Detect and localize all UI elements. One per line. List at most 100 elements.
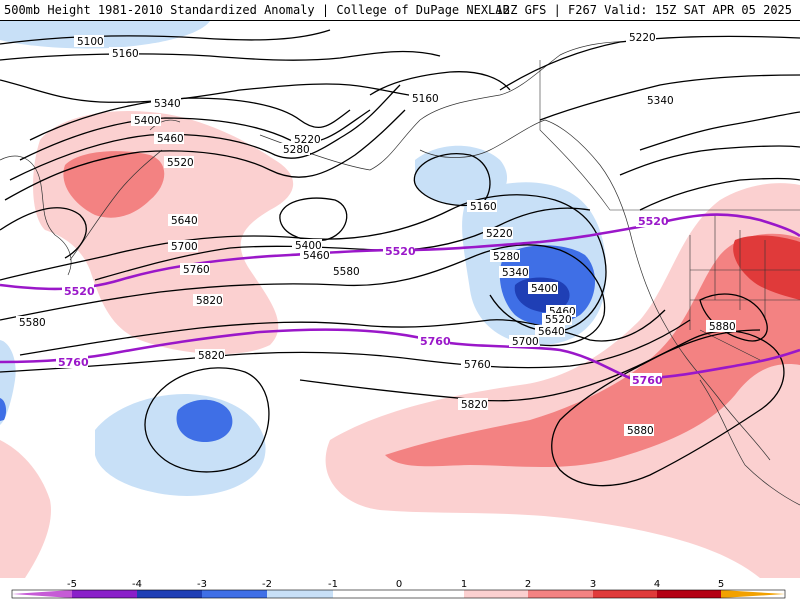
colorbar-swatch-pos1: [464, 590, 528, 598]
svg-text:5520: 5520: [545, 314, 572, 326]
svg-text:5880: 5880: [709, 321, 736, 333]
svg-text:5700: 5700: [512, 336, 539, 348]
pos-anomaly-ridge: [325, 183, 800, 578]
colorbar-tick-label: 0: [396, 579, 402, 590]
svg-text:5340: 5340: [502, 267, 529, 279]
svg-text:5760: 5760: [420, 335, 451, 348]
neg-anomaly-topleft: [0, 21, 210, 49]
svg-text:5520: 5520: [638, 215, 669, 228]
svg-text:5580: 5580: [333, 266, 360, 278]
svg-text:5820: 5820: [461, 399, 488, 411]
svg-text:5400: 5400: [134, 115, 161, 127]
svg-text:5160: 5160: [112, 48, 139, 60]
reference-label: 5520: [62, 284, 95, 298]
contour-label: 5340: [499, 266, 529, 279]
colorbar-swatch-pos4: [657, 590, 721, 598]
colorbar-tick-label: 2: [525, 579, 531, 590]
neg2-anomaly-west-edge: [0, 398, 7, 421]
reference-label: 5760: [630, 373, 663, 387]
contour-label: 5580: [330, 265, 360, 278]
pos2-anomaly-asia: [63, 151, 165, 218]
svg-text:5760: 5760: [183, 264, 210, 276]
anomaly-map: 5100 5160 5340 5400 5460 5520 5220 5280 …: [0, 21, 800, 578]
contour-label: 5460: [154, 132, 184, 145]
colorbar-tick-label: 4: [654, 579, 660, 590]
svg-text:5220: 5220: [629, 32, 656, 44]
reference-label: 5760: [56, 355, 89, 369]
contour-label: 5340: [151, 97, 181, 110]
svg-text:5160: 5160: [412, 93, 439, 105]
colorbar-tick-label: -2: [262, 579, 272, 590]
svg-text:5280: 5280: [283, 144, 310, 156]
svg-text:5400: 5400: [531, 283, 558, 295]
contour-label: 5700: [509, 335, 539, 348]
neg2-anomaly-cutoff: [176, 399, 233, 442]
alaska-coastline: [259, 41, 771, 461]
colorbar-tick-label: 5: [718, 579, 724, 590]
model-run-info: 12Z GFS | F267 Valid: 15Z SAT APR 05 202…: [495, 3, 792, 17]
header-bar: 500mb Height 1981-2010 Standardized Anom…: [0, 0, 800, 21]
colorbar-tick-label: 3: [590, 579, 596, 590]
colorbar-swatch-neg1: [267, 590, 333, 598]
colorbar-swatches: [11, 589, 786, 599]
colorbar-swatch-pos2: [528, 590, 593, 598]
svg-text:5820: 5820: [198, 350, 225, 362]
svg-text:5100: 5100: [77, 36, 104, 48]
colorbar-tick-label: -4: [132, 579, 142, 590]
colorbar-swatch-neg3: [137, 590, 202, 598]
contour-label: 5220: [626, 31, 656, 44]
pos2-anomaly-ridge: [385, 233, 800, 468]
state-borders: [689, 215, 800, 361]
contour-label: 5280: [490, 250, 520, 263]
contour-label: 5640: [168, 214, 198, 227]
contour-label: 5100: [74, 35, 104, 48]
reference-label: 5760: [418, 334, 451, 348]
contour-label: 5400: [131, 114, 161, 127]
colorbar-swatch-pos3: [593, 590, 657, 598]
mexico-coast: [699, 379, 800, 506]
svg-text:5820: 5820: [196, 295, 223, 307]
contour-label: 5760: [180, 263, 210, 276]
contour-label: 5400: [528, 282, 558, 295]
pos-anomaly-southwest: [0, 440, 51, 578]
svg-text:5640: 5640: [171, 215, 198, 227]
colorbar-ticks: -5 -4 -3 -2 -1 0 1 2 3 4 5: [67, 579, 724, 590]
contour-label: 5820: [458, 398, 488, 411]
contour-label: 5580: [16, 316, 46, 329]
contour-label: 5520: [164, 156, 194, 169]
reference-label: 5520: [383, 244, 416, 258]
svg-text:5160: 5160: [470, 201, 497, 213]
canada-us-border: [539, 60, 800, 211]
svg-text:5760: 5760: [464, 359, 491, 371]
contour-label: 5160: [467, 200, 497, 213]
svg-text:5580: 5580: [19, 317, 46, 329]
reference-labels: 5520 5520 5520 5760 5760 5760: [56, 214, 669, 387]
colorbar-swatch-zero: [333, 590, 464, 598]
colorbar-swatch-neg5: [12, 590, 72, 598]
contour-label: 5820: [193, 294, 223, 307]
svg-text:5760: 5760: [58, 356, 89, 369]
colorbar-swatch-neg2: [202, 590, 267, 598]
colorbar-tick-label: 1: [461, 579, 467, 590]
contour-label: 5700: [168, 240, 198, 253]
contour-label: 5820: [195, 349, 225, 362]
colorbar-swatch-neg4: [72, 590, 137, 598]
svg-text:5340: 5340: [154, 98, 181, 110]
svg-text:5520: 5520: [385, 245, 416, 258]
contour-label: 5460: [300, 249, 330, 262]
svg-text:5520: 5520: [167, 157, 194, 169]
contour-label: 5280: [280, 143, 310, 156]
svg-text:5700: 5700: [171, 241, 198, 253]
svg-text:5280: 5280: [493, 251, 520, 263]
svg-text:5460: 5460: [157, 133, 184, 145]
contour-label: 5760: [461, 358, 491, 371]
contour-label: 5640: [535, 325, 565, 338]
contour-label: 5160: [109, 47, 139, 60]
map-title: 500mb Height 1981-2010 Standardized Anom…: [4, 3, 510, 17]
colorbar-legend: -5 -4 -3 -2 -1 0 1 2 3 4 5: [0, 578, 800, 600]
svg-text:5520: 5520: [64, 285, 95, 298]
colorbar-tick-label: -1: [328, 579, 338, 590]
contour-label: 5220: [483, 227, 513, 240]
svg-text:5640: 5640: [538, 326, 565, 338]
colorbar-tick-label: -5: [67, 579, 77, 590]
